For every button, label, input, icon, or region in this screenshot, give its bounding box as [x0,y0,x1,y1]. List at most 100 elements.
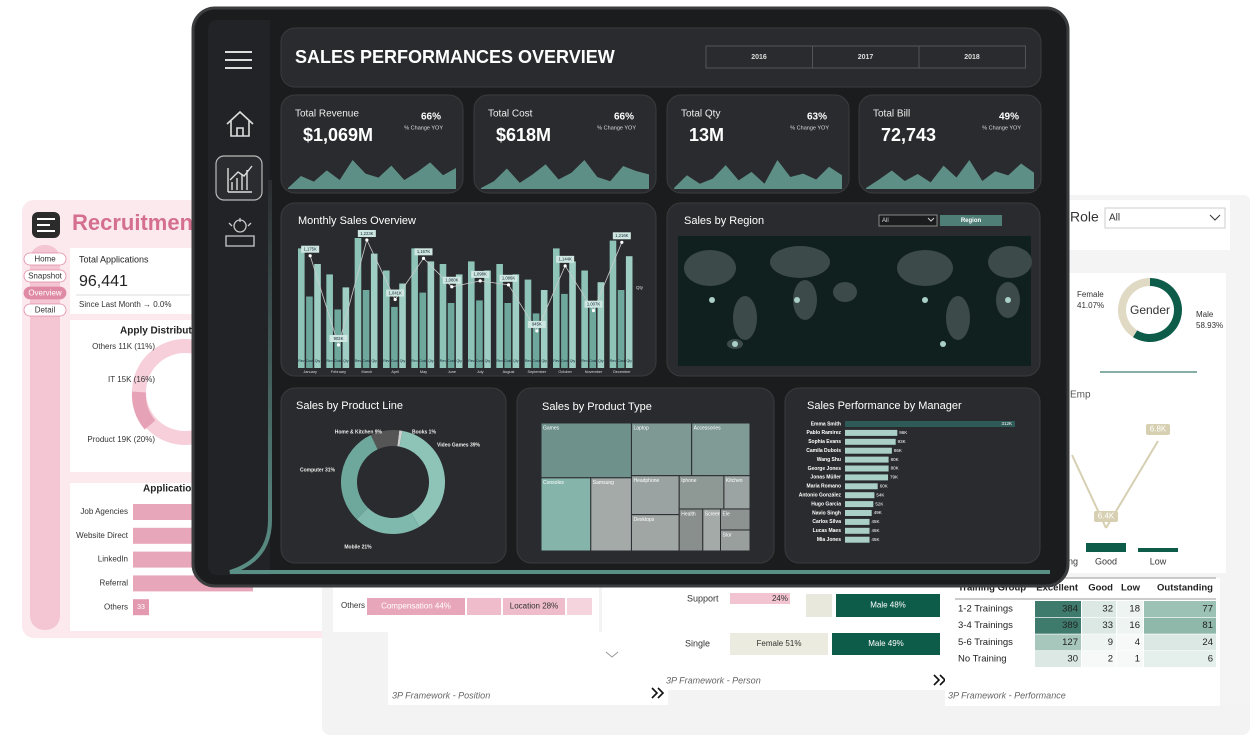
nav-active[interactable] [215,155,263,201]
bar [496,264,503,368]
table-cell [1035,617,1081,634]
cell-label: Accessories [694,425,721,431]
more-icon[interactable] [651,687,665,699]
nav-pill[interactable] [23,269,67,283]
landmass [793,280,817,320]
label: Sales by Region [684,215,764,227]
x-tick-label: October [558,370,572,374]
bar [427,261,435,368]
series-label: Cost [334,359,341,363]
data-label: 312K [1001,421,1012,426]
sparkline-area [288,160,456,189]
bar [730,633,828,655]
bar [455,274,463,368]
bar [569,261,576,368]
bar [836,594,940,617]
series-label: Cost [532,359,539,363]
line-point [393,297,397,302]
label: % Change YOY [982,125,1021,131]
cell-label: Headphone [633,478,659,484]
data-label-bg [527,320,546,328]
label: Others [341,601,365,610]
label: Total Bill [873,109,910,120]
series-label: Qty [626,359,632,363]
dropdown[interactable] [1104,207,1226,229]
label: Emma Smith [811,421,841,427]
year-button[interactable] [918,45,1026,69]
nav-item[interactable]: Detail [35,306,56,315]
map-marker [1005,297,1011,303]
label: 41.07% [1077,301,1104,310]
label[interactable]: 2017 [858,54,874,61]
label[interactable]: All [882,218,889,224]
nav-item[interactable]: Snapshot [28,272,63,281]
table-cell-text: 18 [1129,604,1140,615]
bar [806,594,832,617]
landmass [770,246,830,278]
label[interactable]: 2018 [964,54,980,61]
table-cell-text: 77 [1202,604,1213,615]
x-tick-label: April [391,370,399,374]
label: 24% [772,594,788,603]
bar [845,527,870,534]
series-label: Cost [476,359,483,363]
dropdown[interactable] [878,214,938,227]
table-cell [1035,601,1081,617]
map-marker [794,297,800,303]
series-label: Rev [468,359,474,363]
x-tick-label: March [362,370,373,374]
label: Female [1077,290,1104,299]
table-cell [1117,601,1143,617]
table-cell-text: 4 [1135,637,1140,648]
button[interactable] [940,215,1002,226]
label[interactable]: Region [961,218,982,224]
nav-pill[interactable] [23,303,67,317]
table-header: Outstanding [1157,583,1213,594]
table-header: Good [1088,583,1113,594]
data-label-bg [499,274,518,282]
series-label: Qty [456,359,462,363]
data-label: 1,216K [615,233,628,238]
table-header: Training Group [958,583,1026,594]
nav-item[interactable]: Overview [28,289,62,298]
cell-label: Kitchen [726,478,743,484]
kpi-value: $1,069M [303,125,373,145]
line-point [563,264,567,268]
label: Monthly Sales Overview [298,215,416,227]
line-point [478,279,482,283]
cell-label: Health [681,511,696,517]
cell-label: Iphone [681,478,697,484]
data-label: 1,041K [389,290,402,295]
label: Gender [1130,303,1170,317]
home-icon[interactable] [226,110,254,137]
label: Job Agencies [80,507,128,516]
chevron [927,217,935,222]
x-tick-label: December [613,370,631,374]
bar [730,593,790,604]
table-cell-text: 81 [1202,620,1213,631]
bar [391,306,398,368]
data-label: 945K [532,322,542,327]
label: 66% [614,112,634,123]
bar [476,300,483,368]
map-marker [709,297,715,303]
data-label-bg [386,289,405,297]
series-label: Cost [589,359,596,363]
label: Location 28% [510,602,558,611]
bar [1138,548,1178,552]
label[interactable]: 2016 [751,54,767,61]
nav-item[interactable]: Home [34,255,56,264]
table-cell-text: 127 [1062,637,1078,648]
x-tick-label: November [585,370,603,374]
nav-pill[interactable] [23,252,67,266]
cell-label: Screens [705,511,724,517]
bar [298,248,305,368]
idea-icon[interactable] [225,218,255,247]
bar [845,501,874,508]
sparkline-area [866,160,1034,189]
data-label: 902K [334,336,344,341]
nav-pill[interactable] [23,286,67,300]
bar [342,287,350,368]
label: ng [1068,556,1078,566]
label: Mia Jones [817,537,841,543]
